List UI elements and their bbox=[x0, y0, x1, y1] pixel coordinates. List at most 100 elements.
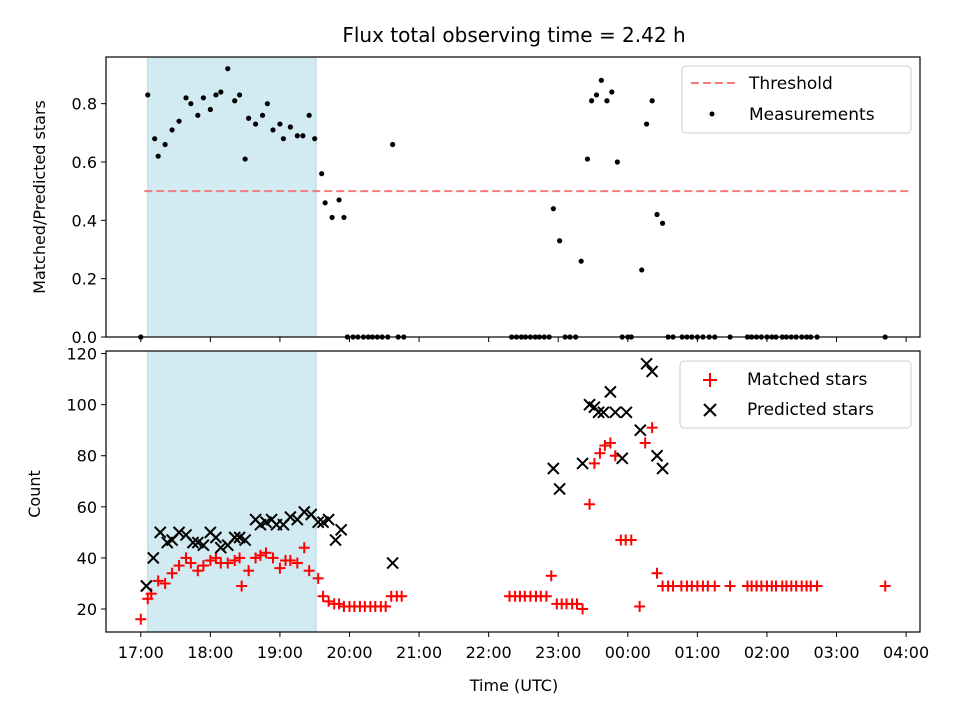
top-x-ticks bbox=[140, 337, 907, 342]
legend-matched-label: Matched stars bbox=[747, 370, 867, 390]
chart-title: Flux total observing time = 2.42 h bbox=[342, 23, 685, 47]
matched-star-point bbox=[396, 590, 408, 602]
measurement-point bbox=[312, 136, 318, 142]
matched-star-point bbox=[571, 598, 583, 610]
predicted-star-point bbox=[209, 531, 223, 544]
matched-star-point bbox=[317, 590, 329, 602]
matched-star-point bbox=[599, 440, 611, 452]
matched-star-point bbox=[210, 552, 222, 564]
x-axis-title: Time (UTC) bbox=[469, 676, 558, 695]
matched-star-point bbox=[594, 447, 606, 459]
matched-star-point bbox=[634, 600, 646, 612]
measurement-point bbox=[277, 121, 283, 127]
bottom-highlight-span bbox=[147, 350, 317, 633]
x-tick-label: 20:00 bbox=[326, 643, 372, 662]
matched-star-point bbox=[236, 580, 248, 592]
predicted-star-point bbox=[576, 457, 589, 470]
bottom-y-ticks: 20 40 60 80 100 120 bbox=[66, 345, 106, 619]
matched-star-point bbox=[380, 600, 392, 612]
measurement-point bbox=[598, 77, 604, 83]
predicted-star-point bbox=[640, 357, 653, 370]
measurement-point bbox=[341, 214, 347, 221]
x-tick-label: 00:00 bbox=[605, 643, 651, 662]
measurement-point bbox=[322, 200, 328, 206]
predicted-star-point bbox=[197, 538, 210, 552]
predicted-star-point bbox=[334, 523, 348, 537]
top-panel: 0.00.20.40.60.8 Matched/Predicted stars … bbox=[30, 56, 921, 347]
measurement-point bbox=[390, 141, 396, 148]
matched-star-point bbox=[811, 580, 823, 592]
x-tick-label: 18:00 bbox=[187, 643, 233, 662]
matched-star-point bbox=[204, 554, 216, 566]
matched-star-point bbox=[312, 572, 324, 584]
measurement-point bbox=[649, 98, 655, 104]
measurement-point bbox=[300, 133, 306, 139]
legend-measurements-label: Measurements bbox=[749, 105, 875, 125]
measurement-point bbox=[195, 112, 201, 118]
top-y-tick-label: 0.0 bbox=[72, 328, 97, 347]
top-y-tick-label: 0.8 bbox=[72, 95, 97, 114]
matched-star-point bbox=[267, 552, 279, 564]
measurement-point bbox=[225, 66, 231, 72]
legend-measurements-swatch bbox=[709, 111, 715, 117]
x-tick-label: 04:00 bbox=[883, 643, 929, 662]
legend-threshold-label: Threshold bbox=[748, 74, 833, 94]
matched-star-point bbox=[625, 534, 637, 546]
measurement-point bbox=[639, 267, 645, 273]
predicted-star-point bbox=[298, 505, 311, 519]
x-tick-label: 01:00 bbox=[674, 643, 720, 662]
bottom-y-tick-label: 80 bbox=[77, 447, 97, 466]
bottom-y-axis-title: Count bbox=[25, 470, 44, 518]
predicted-star-point bbox=[656, 462, 669, 475]
measurement-point bbox=[232, 98, 238, 104]
predicted-star-point bbox=[140, 579, 153, 593]
measurement-point bbox=[319, 171, 325, 177]
predicted-star-point bbox=[616, 452, 629, 465]
predicted-star-point bbox=[154, 526, 167, 539]
top-y-ticks: 0.0 0.2 0.4 0.6 0.8 bbox=[72, 95, 106, 347]
matched-star-point bbox=[254, 549, 266, 561]
matched-star-point bbox=[291, 557, 303, 569]
measurement-point bbox=[643, 121, 650, 127]
measurement-point bbox=[183, 95, 189, 101]
bottom-span-layer bbox=[147, 350, 317, 633]
measurement-point bbox=[593, 92, 600, 98]
top-y-tick-label: 0.4 bbox=[72, 211, 97, 230]
matched-star-point bbox=[159, 577, 171, 589]
measurement-point bbox=[578, 258, 584, 264]
predicted-star-point bbox=[214, 541, 228, 554]
predicted-star-point bbox=[322, 513, 335, 526]
bottom-legend: Matched stars Predicted stars bbox=[679, 360, 912, 429]
matched-star-point bbox=[545, 570, 557, 582]
matched-star-point bbox=[243, 565, 255, 577]
bottom-legend-box bbox=[679, 360, 912, 429]
legend-predicted-swatch bbox=[703, 403, 717, 417]
measurement-point bbox=[557, 238, 563, 244]
measurement-point bbox=[294, 133, 300, 139]
matched-star-point bbox=[135, 613, 147, 625]
matched-star-point bbox=[222, 557, 234, 569]
predicted-star-point bbox=[147, 551, 160, 565]
measurement-point bbox=[169, 127, 175, 133]
top-y-tick-label: 0.2 bbox=[72, 270, 97, 289]
measurement-point bbox=[188, 101, 194, 107]
measurement-point bbox=[213, 92, 219, 98]
matched-star-point bbox=[229, 554, 241, 566]
bottom-points-layer bbox=[135, 357, 891, 625]
matched-star-point bbox=[333, 598, 345, 610]
measurement-point bbox=[609, 89, 615, 95]
measurement-point bbox=[218, 89, 224, 95]
measurement-point bbox=[329, 214, 335, 221]
measurement-point bbox=[654, 211, 660, 218]
measurement-point bbox=[162, 141, 168, 148]
top-legend-box bbox=[681, 65, 912, 134]
measurement-point bbox=[280, 136, 287, 142]
matched-star-point bbox=[651, 567, 663, 579]
legend-matched-swatch bbox=[703, 373, 717, 387]
measurement-point bbox=[264, 101, 271, 107]
bottom-y-tick-label: 100 bbox=[66, 396, 97, 415]
predicted-star-point bbox=[604, 385, 617, 399]
measurement-point bbox=[246, 115, 252, 121]
matched-star-point bbox=[709, 580, 721, 592]
